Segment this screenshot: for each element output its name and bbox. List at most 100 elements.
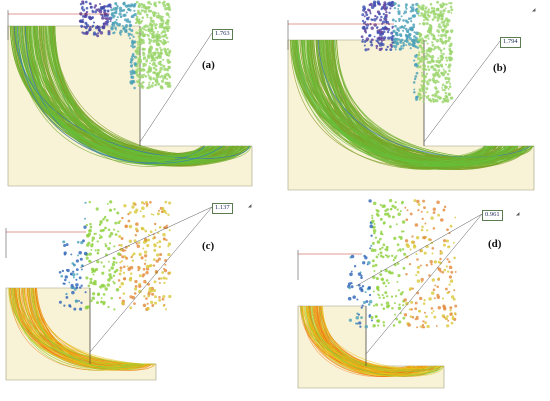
grid-centre: [112, 280, 115, 283]
grid-centre: [367, 8, 370, 12]
grid-centre: [431, 246, 435, 250]
grid-centre: [79, 3, 83, 6]
grid-centre: [370, 248, 375, 252]
grid-centre: [78, 276, 82, 280]
grid-centre: [84, 217, 86, 220]
grid-centre: [147, 85, 151, 89]
grid-centre: [405, 301, 409, 306]
grid-centre: [147, 67, 151, 71]
grid-centre: [371, 216, 374, 220]
grid-centre: [423, 64, 427, 68]
grid-centre: [441, 30, 445, 33]
grid-centre: [417, 53, 421, 57]
grid-centre: [426, 229, 429, 232]
grid-centre: [416, 270, 420, 274]
grid-centre: [104, 244, 108, 248]
grid-centre: [132, 4, 135, 8]
grid-centre: [133, 62, 137, 66]
grid-centre: [98, 234, 101, 237]
grid-centre: [436, 19, 440, 22]
grid-centre: [130, 255, 133, 259]
grid-centre: [91, 296, 96, 300]
grid-centre: [140, 2, 144, 6]
grid-centre: [445, 265, 448, 268]
grid-centre: [131, 205, 135, 209]
grid-centre: [160, 85, 163, 87]
grid-centre: [411, 14, 415, 18]
grid-centre: [153, 34, 158, 39]
grid-centre: [427, 8, 431, 11]
grid-centre: [402, 304, 405, 307]
grid-centre: [82, 8, 86, 12]
grid-centre: [128, 224, 133, 229]
grid-centre: [448, 47, 452, 51]
grid-centre: [160, 74, 163, 78]
grid-centre: [424, 55, 427, 58]
grid-centre: [415, 31, 419, 36]
slip-surface: [326, 39, 512, 164]
grid-centre: [158, 209, 160, 212]
grid-centre: [398, 38, 401, 41]
grid-centre: [87, 284, 91, 288]
grid-centre: [429, 238, 432, 241]
grid-centre: [348, 318, 353, 322]
grid-centre: [89, 2, 92, 6]
grid-centre: [425, 87, 429, 91]
grid-centre: [71, 262, 74, 265]
grid-centre: [443, 47, 446, 50]
grid-centre: [368, 293, 372, 297]
grid-centre: [382, 3, 386, 7]
grid-centre: [165, 36, 169, 40]
grid-centre: [432, 207, 436, 211]
grid-centre: [167, 213, 170, 216]
slip-surface: [301, 305, 433, 377]
grid-centre: [142, 58, 145, 61]
grid-centre: [420, 96, 423, 99]
grid-centre: [82, 239, 85, 243]
grid-centre: [136, 244, 141, 248]
grid-centre: [155, 14, 160, 19]
grid-centre: [391, 306, 394, 310]
grid-centre: [102, 22, 105, 25]
slip-surface: [306, 39, 488, 163]
grid-centre: [142, 9, 145, 12]
grid-centre: [85, 6, 89, 10]
grid-centre: [145, 59, 149, 63]
grid-centre: [445, 63, 447, 66]
grid-centre: [364, 325, 368, 329]
grid-centre: [414, 307, 418, 311]
grid-centre: [422, 94, 426, 98]
grid-centre: [374, 4, 377, 7]
grid-centre: [360, 35, 364, 39]
grid-centre: [145, 200, 148, 204]
grid-centre: [168, 60, 172, 64]
grid-centre: [412, 23, 416, 27]
grid-centre: [384, 13, 388, 18]
grid-centre: [148, 286, 152, 291]
grid-centre: [159, 48, 163, 52]
grid-centre: [391, 41, 394, 44]
grid-centre: [75, 286, 78, 289]
grid-centre: [108, 208, 113, 212]
grid-centre: [443, 305, 447, 310]
grid-centre: [133, 302, 136, 305]
grid-centre: [137, 241, 141, 244]
grid-centre: [159, 63, 163, 67]
grid-centre: [409, 287, 413, 291]
grid-centre: [133, 86, 136, 90]
grid-centre: [128, 32, 132, 36]
grid-centre: [451, 317, 455, 320]
grid-centre: [445, 80, 449, 84]
grid-centre: [414, 223, 419, 227]
grid-centre: [104, 17, 108, 20]
grid-centre: [362, 25, 366, 29]
slip-surface: [20, 25, 232, 163]
grid-centre: [436, 293, 440, 297]
slip-surface: [309, 39, 487, 167]
grid-centre: [440, 58, 444, 61]
grid-centre: [91, 292, 96, 296]
grid-centre: [405, 44, 408, 47]
grid-centre: [154, 83, 158, 87]
grid-centre: [436, 16, 441, 20]
grid-centre: [83, 225, 87, 229]
